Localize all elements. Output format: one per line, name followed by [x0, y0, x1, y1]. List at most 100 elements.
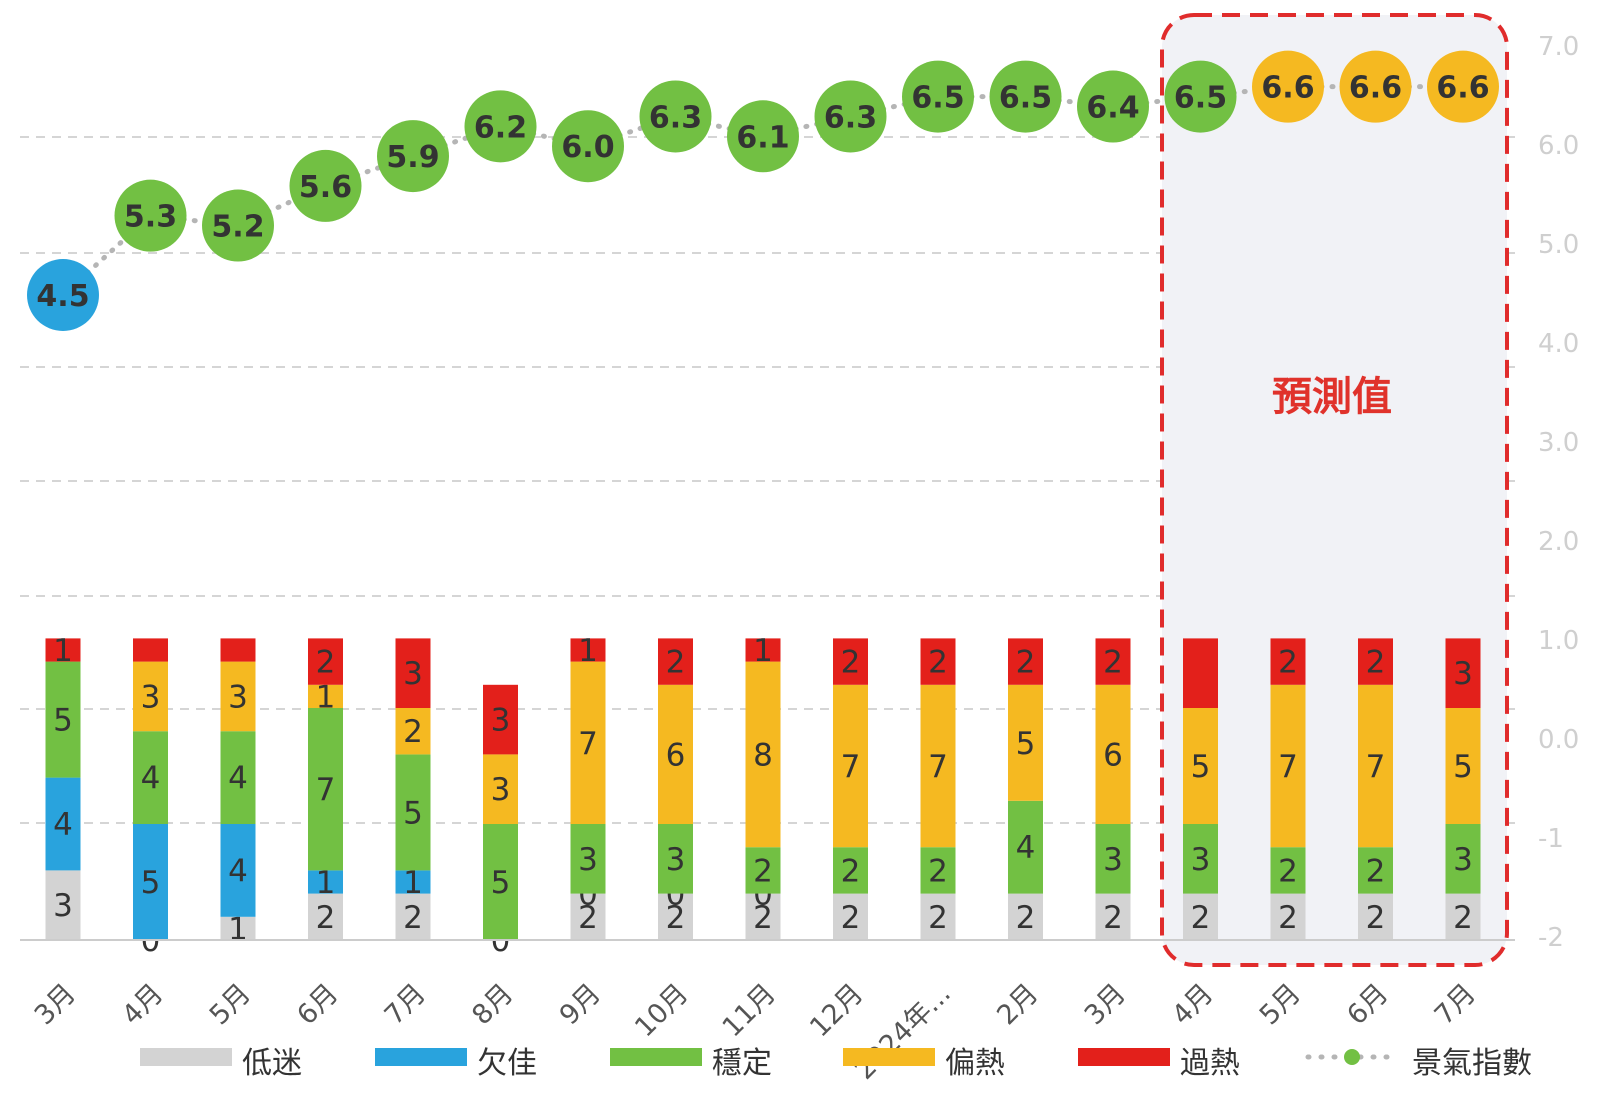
bar-segment-1: [45, 777, 81, 871]
bar-segment-0: [45, 870, 81, 940]
bar-value-label: 4: [53, 807, 73, 843]
index-value-label: 6.6: [1261, 71, 1314, 106]
bar-value-label: 5: [1453, 749, 1473, 785]
bar-value-label: 2: [316, 645, 336, 681]
index-marker: [1427, 50, 1499, 123]
legend: 低迷 欠佳 穩定 偏熱 過熱 景氣指數: [140, 1046, 1532, 1081]
bar-value-label: 3: [491, 703, 511, 739]
index-marker: [1077, 70, 1149, 143]
bar-value-label: 2: [1366, 645, 1386, 681]
bar-value-label: 2: [1366, 900, 1386, 936]
bar-segment-4: [745, 638, 781, 662]
bar-value-label: 2: [1103, 900, 1123, 936]
bar-segment-4: [1358, 638, 1393, 685]
bar-segment-0: [1270, 893, 1306, 940]
x-tick-label: 6月: [1341, 978, 1394, 1031]
right-axis-tick: 6.0: [1538, 131, 1579, 161]
bar-segment-0: [395, 893, 431, 940]
index-value-label: 4.5: [36, 279, 89, 314]
bar-value-label: 3: [491, 772, 511, 808]
bar-value-label: 2: [928, 645, 948, 681]
index-line-connector: [1023, 94, 1116, 110]
x-tick-label: 6月: [291, 978, 344, 1031]
legend-swatch: [140, 1048, 232, 1066]
bar-value-label: 7: [1278, 749, 1298, 785]
bar-segment-4: [483, 684, 518, 755]
bar-segment-0: [658, 893, 693, 940]
x-tick-label: 7月: [379, 978, 432, 1031]
index-value-label: 5.6: [299, 170, 352, 205]
bar-segment-2: [395, 754, 431, 871]
bar-value-label: 2: [578, 900, 598, 936]
bar-value-label: 2: [1103, 645, 1123, 681]
bar-segment-1: [395, 870, 431, 894]
bar-value-label: 2: [841, 900, 861, 936]
bar-value-label: 5: [141, 865, 161, 901]
x-tick-label: 11月: [717, 978, 782, 1043]
right-axis-tick: 4.0: [1538, 329, 1579, 359]
index-marker: [552, 110, 624, 183]
stacked-bars: 3451054314432171221523053320371203622028…: [45, 633, 1481, 959]
index-value-label: 6.6: [1436, 71, 1489, 106]
bar-value-label: 2: [1191, 900, 1211, 936]
bar-value-label: 2: [316, 900, 336, 936]
bar-segment-3: [1008, 684, 1043, 801]
bar-segment-0: [1008, 893, 1043, 940]
bar-segment-2: [1183, 824, 1218, 894]
bar-value-label: 4: [141, 761, 161, 797]
x-tick-label: 4月: [116, 978, 169, 1031]
bar-segment-2: [920, 847, 956, 894]
bar-segment-3: [1095, 684, 1131, 824]
bar-value-label: 2: [841, 853, 861, 889]
bar-value-label: 3: [666, 842, 686, 878]
index-value-label: 6.1: [736, 120, 789, 155]
index-value-label: 6.5: [1174, 81, 1227, 116]
bar-segment-2: [658, 824, 693, 894]
forecast-label: 預測值: [1272, 374, 1392, 420]
bar-value-label: 5: [1016, 726, 1036, 762]
x-tick-label: 8月: [466, 978, 519, 1031]
bar-value-label: 1: [316, 679, 336, 715]
index-line-connector: [1198, 84, 1291, 100]
bar-segment-4: [220, 638, 256, 662]
bar-segment-2: [1445, 824, 1481, 894]
x-tick-label: 7月: [1429, 978, 1482, 1031]
legend-swatch: [1078, 1048, 1170, 1066]
bar-segment-4: [833, 638, 868, 685]
right-axis-tick: 1.0: [1538, 626, 1579, 656]
bar-segment-4: [133, 638, 168, 662]
bar-segment-0: [570, 893, 606, 940]
bar-value-label: 5: [403, 795, 423, 831]
bar-segment-0: [745, 893, 781, 940]
bar-value-label: 7: [1366, 749, 1386, 785]
bar-value-label: 2: [753, 900, 773, 936]
bar-segment-0: [308, 893, 343, 940]
legend-swatch: [843, 1048, 935, 1066]
right-axis-tick: 2.0: [1538, 527, 1579, 557]
x-tick-label: 5月: [204, 978, 257, 1031]
bar-segment-2: [833, 847, 868, 894]
bar-value-label: 5: [491, 865, 511, 901]
bar-segment-4: [395, 638, 431, 708]
index-marker: [289, 149, 362, 222]
bar-value-label: 2: [753, 853, 773, 889]
bar-value-label: 2: [1453, 900, 1473, 936]
x-tick-label: 12月: [804, 978, 869, 1043]
index-marker: [989, 60, 1062, 133]
legend-label: 低迷: [242, 1046, 302, 1081]
bar-segment-0: [1095, 893, 1131, 940]
bar-segment-0: [1445, 893, 1481, 940]
x-tick-label: 3月: [29, 978, 82, 1031]
index-line: 4.5 5.3 5.2 5.6 5.9 6.2 6.0 6.3 6.1 6.3 6.5 6.5 6.4 6…: [27, 50, 1499, 331]
bar-value-label: 3: [578, 842, 598, 878]
right-axis-tick: 5.0: [1538, 230, 1579, 260]
index-value-label: 6.4: [1086, 91, 1139, 126]
x-tick-label: 10月: [629, 978, 694, 1043]
bar-segment-2: [308, 708, 343, 871]
bar-value-label: 1: [228, 911, 248, 947]
index-marker: [727, 100, 799, 173]
bar-value-label: 3: [1453, 842, 1473, 878]
legend-label: 穩定: [712, 1046, 772, 1081]
index-line-connector: [148, 213, 241, 229]
bar-value-label: 4: [228, 761, 248, 797]
